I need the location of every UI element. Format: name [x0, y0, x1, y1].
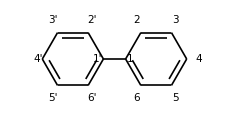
Text: 6: 6: [133, 93, 140, 103]
Text: 4: 4: [195, 54, 202, 64]
Text: 5': 5': [49, 93, 58, 103]
Text: 5: 5: [172, 93, 179, 103]
Text: 1: 1: [127, 54, 134, 64]
Text: 3': 3': [49, 15, 58, 25]
Text: 4': 4': [34, 54, 43, 64]
Text: 3: 3: [172, 15, 179, 25]
Text: 2': 2': [88, 15, 97, 25]
Text: 6': 6': [88, 93, 97, 103]
Text: 2: 2: [133, 15, 140, 25]
Text: 1': 1': [93, 54, 102, 64]
